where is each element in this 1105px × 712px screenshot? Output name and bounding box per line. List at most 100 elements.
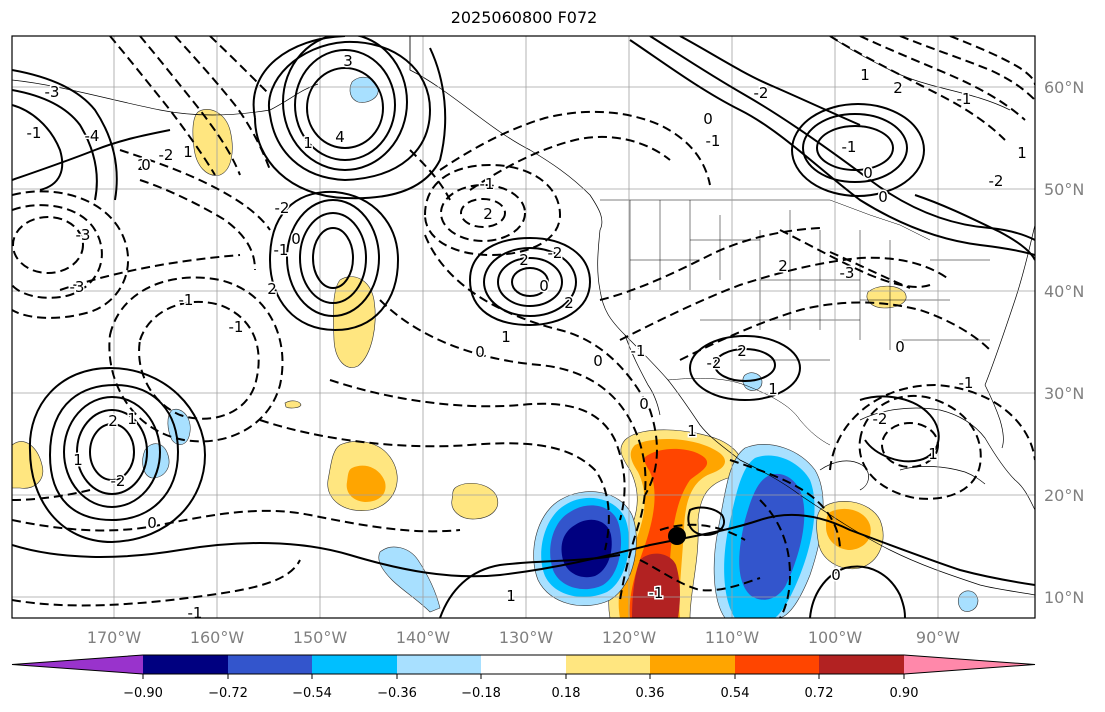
contour-high-goa-3 bbox=[282, 36, 408, 171]
contour-label: -1 bbox=[27, 124, 42, 142]
contour-subtropical-4 bbox=[809, 565, 906, 618]
colorbar-segment-4 bbox=[397, 655, 481, 674]
contour-nwp-dash-3 bbox=[174, 36, 271, 171]
contour-low-gom-1 bbox=[881, 422, 939, 468]
colorbar-segment-8 bbox=[735, 655, 819, 674]
cold-region-east-inner bbox=[739, 473, 805, 600]
lon-label-170w: 170°W bbox=[87, 628, 142, 647]
colorbar-segment-2 bbox=[228, 655, 312, 674]
contour-goa-dash-2 bbox=[469, 135, 671, 191]
contour-high-az-2 bbox=[689, 335, 801, 401]
contour-low-farwest-2 bbox=[12, 204, 103, 299]
contour-subneg-3 bbox=[12, 489, 91, 501]
contour-label: -3 bbox=[45, 83, 60, 101]
contour-label: 1 bbox=[183, 143, 193, 161]
contour-low-135w-2 bbox=[440, 184, 526, 242]
lat-label-60n: 60°N bbox=[1044, 78, 1084, 97]
shaded-anomalies bbox=[12, 76, 979, 618]
contour-label: 2 bbox=[267, 280, 277, 298]
colorbar-segment-10 bbox=[904, 655, 1035, 674]
lat-label-20n: 20°N bbox=[1044, 486, 1084, 505]
contour-label: 0 bbox=[863, 164, 873, 182]
colorbar-segment-1 bbox=[143, 655, 228, 674]
contour-high-goa-1 bbox=[306, 67, 384, 149]
contour-high-130w-2 bbox=[497, 257, 563, 307]
coastline-baja bbox=[624, 334, 661, 416]
contour-label: -1 bbox=[229, 318, 244, 336]
contour-label: -1 bbox=[842, 138, 857, 156]
contour-label: 0 bbox=[141, 156, 151, 174]
contour-label: -1 bbox=[179, 291, 194, 309]
colorbar-tick-9: 0.72 bbox=[805, 686, 834, 701]
contour-label: 2 bbox=[519, 251, 529, 269]
contour-low-farwest-3 bbox=[12, 190, 129, 319]
warm-region-aleutian bbox=[192, 109, 233, 176]
contour-subtropical-2 bbox=[439, 554, 621, 618]
map-frame bbox=[11, 35, 1036, 619]
contour-subneg-1 bbox=[12, 509, 461, 533]
lat-label-10n: 10°N bbox=[1044, 588, 1084, 607]
contour-low-gom-2 bbox=[858, 394, 982, 500]
colorbar-segment-9 bbox=[819, 655, 904, 674]
colorbar-tick-6: 0.18 bbox=[552, 686, 581, 701]
contour-high-goa-4 bbox=[267, 40, 432, 182]
colorbar-tick-2: −0.72 bbox=[208, 686, 248, 701]
colorbar-segment-0 bbox=[12, 655, 143, 674]
contour-high-165w-1 bbox=[89, 423, 135, 481]
contour-canada-band-1 bbox=[629, 39, 1035, 256]
colorbar-segment-3 bbox=[312, 655, 397, 674]
contour-high-165w-2 bbox=[76, 409, 148, 495]
contour-high-goa-2 bbox=[294, 49, 396, 161]
contour-label: 0 bbox=[895, 338, 905, 356]
warm-region-132w bbox=[451, 482, 498, 520]
contour-label: 2 bbox=[893, 79, 903, 97]
orange-region-140w bbox=[346, 465, 386, 502]
colorbar bbox=[11, 654, 1036, 679]
contour-label: 1 bbox=[73, 451, 83, 469]
colorbar-tick-7: 0.36 bbox=[636, 686, 665, 701]
cold-region-spot2 bbox=[142, 443, 170, 479]
cold-region-spot6 bbox=[957, 590, 979, 612]
contour-label: 1 bbox=[860, 66, 870, 84]
contour-label: -2 bbox=[754, 84, 769, 102]
contour-high-130w-4 bbox=[468, 236, 592, 327]
contour-label: -2 bbox=[548, 244, 563, 262]
lon-label-140w: 140°W bbox=[396, 628, 451, 647]
contour-label: 0 bbox=[593, 352, 603, 370]
contour-label: 2 bbox=[737, 342, 747, 360]
contour-nwp-dash-2 bbox=[139, 36, 241, 176]
contour-cus-2 bbox=[619, 256, 951, 341]
contour-high-130w-1 bbox=[511, 267, 549, 297]
contour-mx-east-2 bbox=[759, 499, 792, 618]
colorbar-tick-3: −0.54 bbox=[292, 686, 332, 701]
contour-label: 2 bbox=[778, 257, 788, 275]
contour-label: 0 bbox=[147, 514, 157, 532]
map-title: 2025060800 F072 bbox=[450, 8, 598, 27]
contour-label: -1 bbox=[959, 374, 974, 392]
contour-farnw-4 bbox=[12, 129, 171, 181]
colorbar-tick-10: 0.90 bbox=[890, 686, 919, 701]
contour-low-135w-1 bbox=[460, 198, 506, 228]
contour-nwp-dash-4 bbox=[209, 36, 271, 96]
contour-label: -2 bbox=[159, 146, 174, 164]
solid-contours bbox=[12, 36, 1035, 618]
lon-label-120w: 120°W bbox=[602, 628, 657, 647]
coastline-gulf-alaska bbox=[409, 36, 603, 231]
lon-label-110w: 110°W bbox=[705, 628, 760, 647]
contour-cus-4 bbox=[779, 229, 931, 288]
border-us-canada bbox=[600, 199, 931, 241]
contour-label: 1 bbox=[768, 380, 778, 398]
contour-label: 1 bbox=[1017, 144, 1027, 162]
contour-label: -3 bbox=[840, 264, 855, 282]
coastline-yucatan bbox=[819, 460, 869, 491]
colorbar-tick-5: −0.18 bbox=[461, 686, 501, 701]
lon-label-100w: 100°W bbox=[808, 628, 863, 647]
contour-label: 1 bbox=[506, 587, 516, 605]
contour-label: 1 bbox=[687, 422, 697, 440]
contour-low-midpac-1 bbox=[138, 300, 260, 420]
colorbar-ticks: −0.90 −0.72 −0.54 −0.36 −0.18 0.18 0.36 … bbox=[123, 686, 918, 701]
contour-high-canada-2 bbox=[802, 113, 908, 183]
warm-region-farwest bbox=[12, 441, 44, 489]
contour-label: -2 bbox=[873, 410, 888, 428]
cold-region-spot1 bbox=[349, 76, 379, 103]
